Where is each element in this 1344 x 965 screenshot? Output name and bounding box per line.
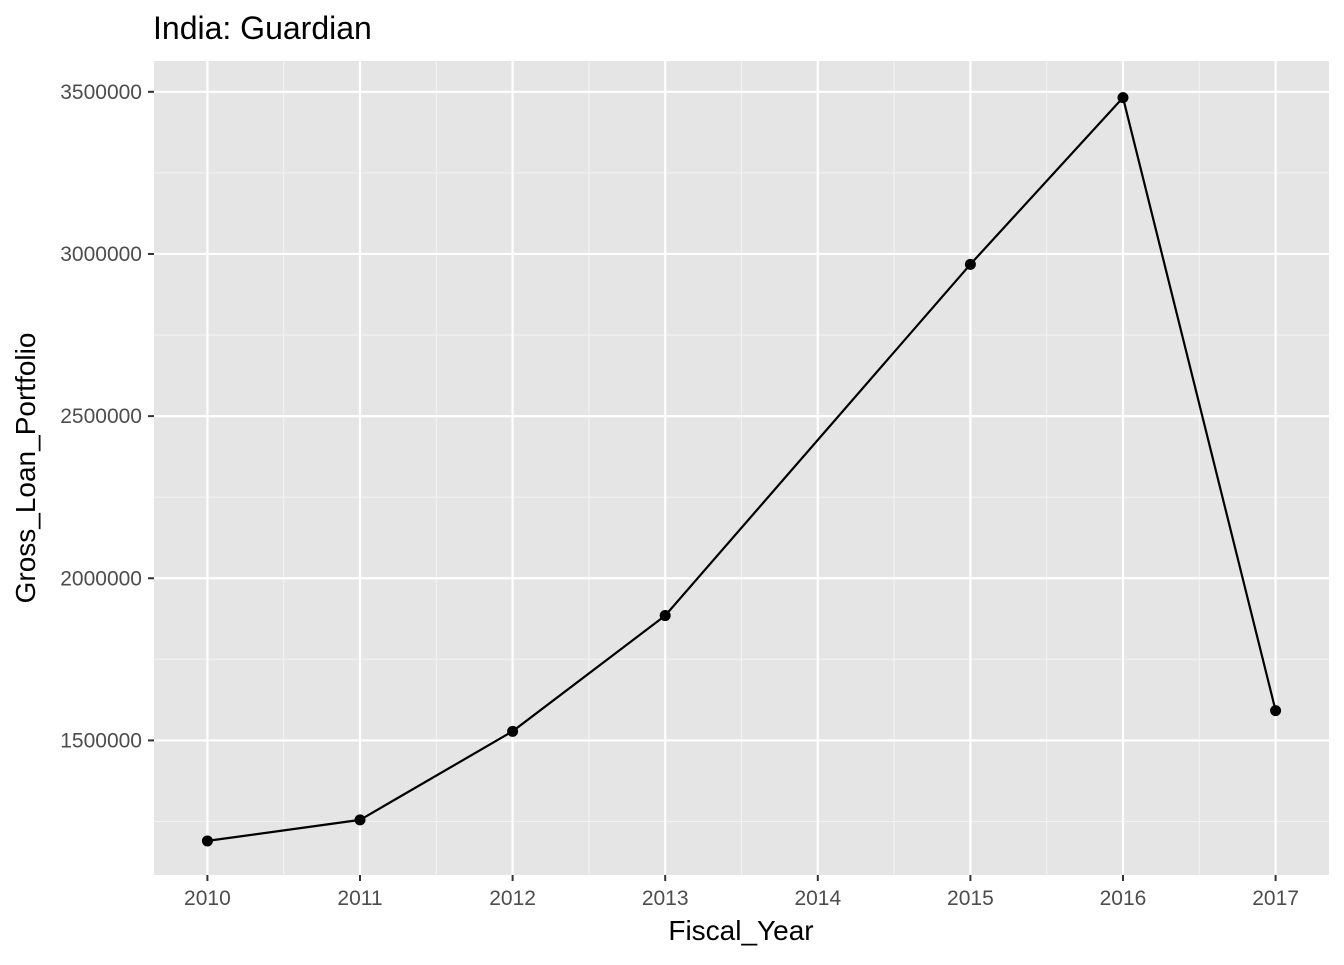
- y-axis-ticks: 1500000 2000000 2500000 3000000 3500000: [60, 81, 154, 752]
- data-point: [1270, 705, 1282, 717]
- x-tick-label: 2017: [1252, 887, 1299, 910]
- data-point: [1117, 92, 1129, 104]
- x-axis-ticks: 2010 2011 2012 2013 2014 2015 2016 2017: [184, 875, 1299, 910]
- data-points: [201, 92, 1282, 847]
- data-point: [354, 814, 366, 826]
- x-tick-label: 2014: [794, 887, 841, 910]
- y-tick-label: 3500000: [60, 81, 142, 104]
- x-tick-label: 2012: [489, 887, 536, 910]
- x-tick-label: 2010: [184, 887, 231, 910]
- x-axis-title: Fiscal_Year: [668, 915, 813, 946]
- y-tick-label: 1500000: [60, 729, 142, 752]
- x-tick-label: 2011: [337, 887, 382, 910]
- data-point: [507, 725, 519, 737]
- data-point: [659, 610, 671, 622]
- y-tick-label: 2500000: [60, 405, 142, 428]
- y-tick-label: 3000000: [60, 243, 142, 266]
- x-tick-label: 2016: [1100, 887, 1147, 910]
- data-point: [964, 258, 976, 270]
- x-tick-label: 2015: [947, 887, 994, 910]
- data-point: [201, 835, 213, 847]
- x-tick-label: 2013: [642, 887, 689, 910]
- y-tick-label: 2000000: [60, 567, 142, 590]
- chart-title: India: Guardian: [153, 10, 372, 46]
- y-axis-title: Gross_Loan_Portfolio: [10, 333, 41, 604]
- grid-major: [154, 61, 1329, 875]
